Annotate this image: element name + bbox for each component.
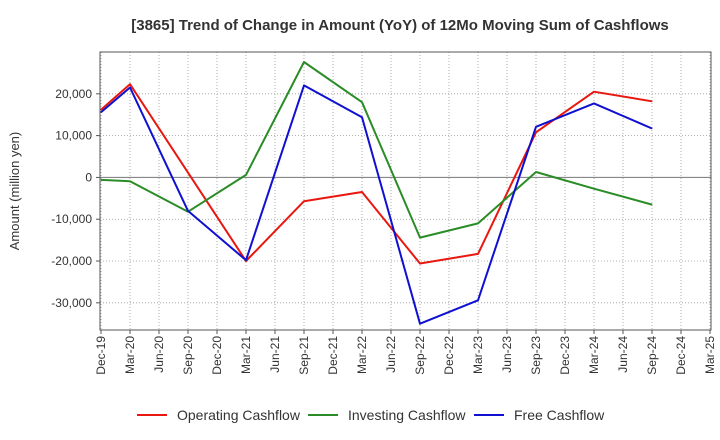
y-tick-label: 0 — [85, 170, 92, 184]
x-tick-label: Dec-20 — [210, 336, 224, 375]
data-point — [535, 131, 537, 133]
x-tick-label: Mar-21 — [239, 336, 253, 374]
data-point — [100, 179, 102, 181]
x-tick-label: Mar-20 — [123, 336, 137, 374]
x-tick-label: Dec-19 — [94, 336, 108, 375]
y-axis-label: Amount (million yen) — [7, 132, 22, 251]
x-tick-label: Mar-24 — [587, 336, 601, 374]
legend-label-operating-cashflow: Operating Cashflow — [177, 407, 301, 423]
series-line-operating-cashflow — [100, 83, 653, 265]
y-tick-label: 10,000 — [55, 129, 92, 143]
data-point — [245, 259, 247, 261]
x-tick-label: Sep-23 — [529, 336, 543, 375]
x-tick-label: Sep-21 — [297, 336, 311, 375]
data-point — [651, 204, 653, 206]
data-point — [100, 109, 102, 111]
legend-label-free-cashflow: Free Cashflow — [514, 407, 605, 423]
plot-frame — [99, 51, 712, 331]
x-tick-label: Mar-22 — [355, 336, 369, 374]
y-tick-label: 20,000 — [55, 87, 92, 101]
data-point — [651, 100, 653, 102]
x-tick-label: Dec-22 — [442, 336, 456, 375]
data-point — [129, 83, 131, 85]
y-tick-label: -30,000 — [51, 296, 92, 310]
x-tick-label: Dec-24 — [674, 336, 688, 375]
data-point — [419, 323, 421, 325]
x-tick-label: Sep-22 — [413, 336, 427, 375]
data-point — [535, 171, 537, 173]
data-point — [419, 237, 421, 239]
x-tick-label: Jun-24 — [616, 336, 630, 373]
data-point — [129, 87, 131, 89]
x-tick-label: Dec-23 — [558, 336, 572, 375]
x-tick-label: Sep-20 — [181, 336, 195, 375]
legend-label-investing-cashflow: Investing Cashflow — [348, 407, 466, 423]
data-point — [100, 111, 102, 113]
data-point — [187, 210, 189, 212]
x-tick-label: Jun-22 — [384, 336, 398, 373]
data-point — [361, 116, 363, 118]
data-point — [477, 222, 479, 224]
data-point — [477, 299, 479, 301]
data-point — [303, 200, 305, 202]
x-tick-label: Jun-23 — [500, 336, 514, 373]
data-point — [593, 188, 595, 190]
data-point — [361, 101, 363, 103]
data-point — [303, 61, 305, 63]
data-point — [419, 263, 421, 265]
x-tick-label: Mar-23 — [471, 336, 485, 374]
data-point — [477, 253, 479, 255]
data-point — [593, 102, 595, 104]
data-point — [303, 84, 305, 86]
x-tick-label: Jun-20 — [152, 336, 166, 373]
data-point — [361, 191, 363, 193]
plot-area — [100, 52, 711, 330]
x-tick-label: Mar-25 — [703, 336, 717, 374]
x-tick-label: Dec-21 — [326, 336, 340, 375]
y-tick-label: -10,000 — [51, 212, 92, 226]
x-tick-label: Jun-21 — [268, 336, 282, 373]
data-point — [245, 174, 247, 176]
data-point — [593, 91, 595, 93]
data-point — [651, 128, 653, 130]
data-point — [535, 126, 537, 128]
data-point — [129, 180, 131, 182]
x-tick-label: Sep-24 — [645, 336, 659, 375]
y-tick-label: -20,000 — [51, 254, 92, 268]
chart-title: [3865] Trend of Change in Amount (YoY) o… — [131, 17, 669, 34]
